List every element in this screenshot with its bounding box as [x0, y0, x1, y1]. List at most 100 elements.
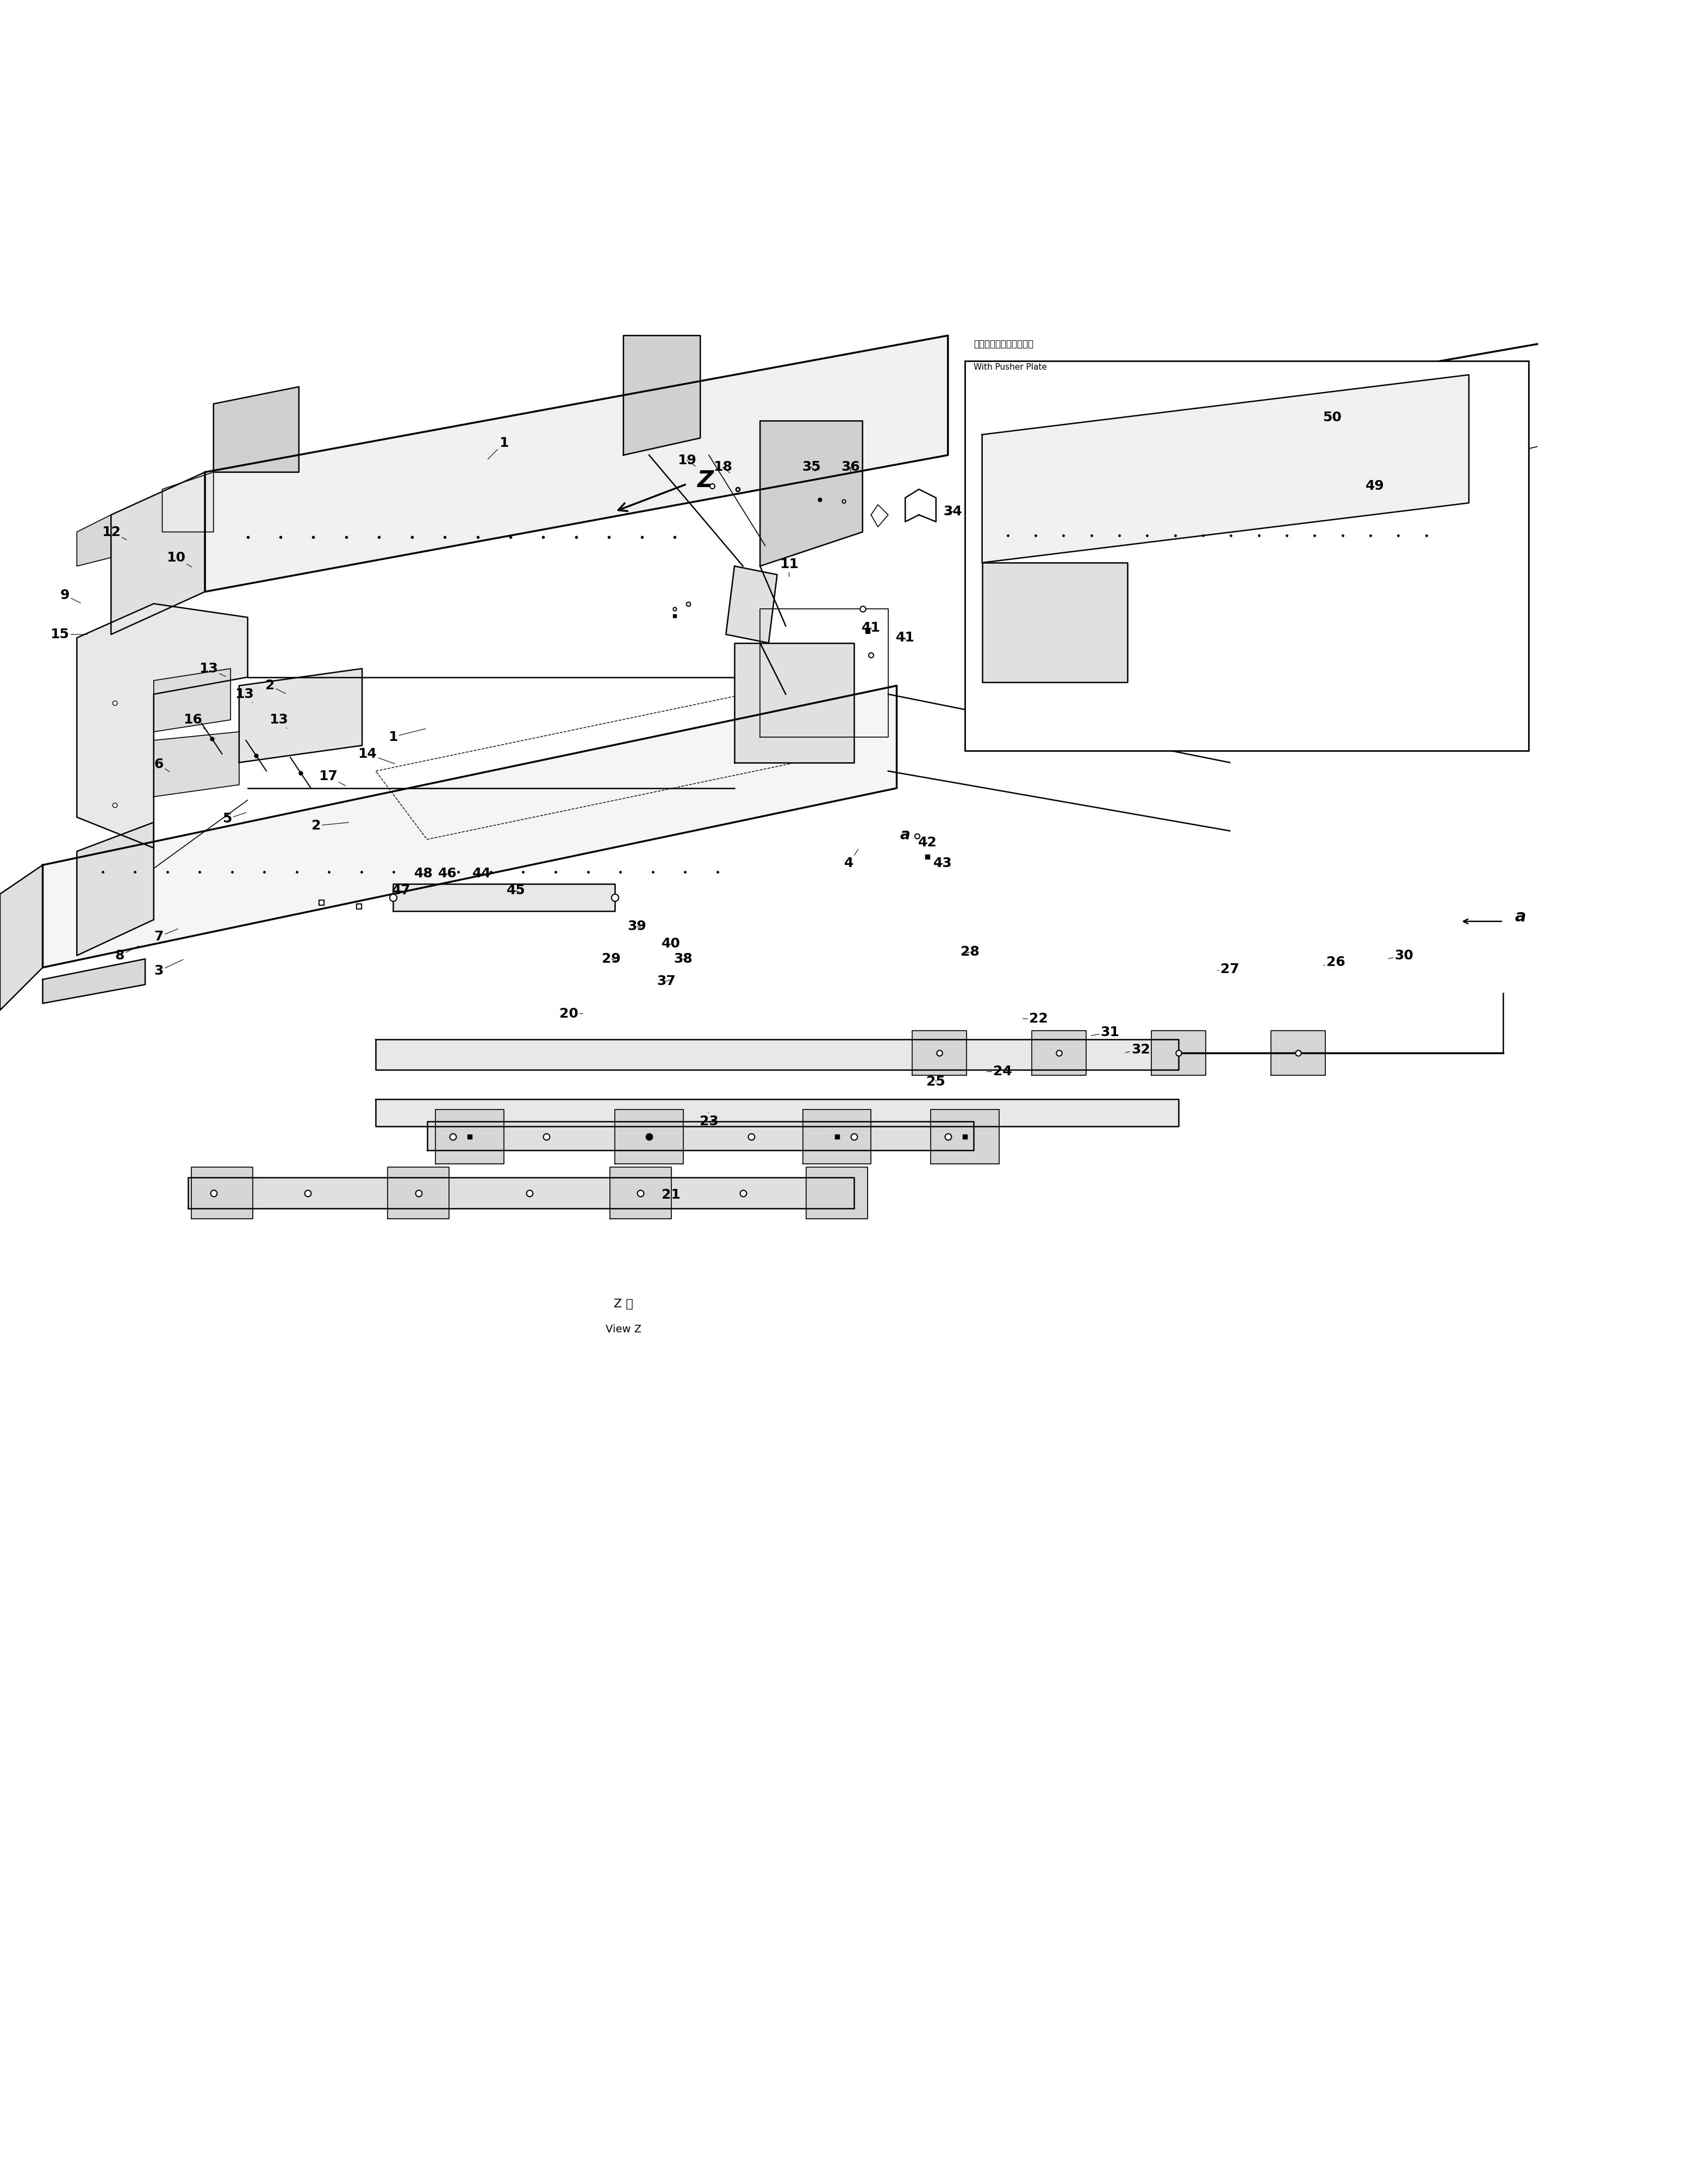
- Text: 30: 30: [1389, 949, 1414, 962]
- Text: 47: 47: [391, 884, 412, 897]
- Text: 4: 4: [844, 850, 859, 869]
- Polygon shape: [726, 565, 777, 643]
- Text: 34: 34: [943, 505, 963, 518]
- Text: 25: 25: [926, 1076, 946, 1089]
- Polygon shape: [239, 669, 362, 764]
- Polygon shape: [931, 1109, 999, 1165]
- Polygon shape: [77, 604, 248, 848]
- Polygon shape: [610, 1167, 671, 1219]
- Text: 13: 13: [198, 662, 225, 677]
- Text: View Z: View Z: [605, 1324, 642, 1335]
- Polygon shape: [188, 1178, 854, 1208]
- Text: 21: 21: [661, 1186, 681, 1201]
- Text: 9: 9: [60, 589, 80, 604]
- Polygon shape: [912, 1031, 967, 1074]
- Polygon shape: [760, 421, 863, 565]
- Text: 33: 33: [1091, 498, 1117, 511]
- Text: 49: 49: [1365, 479, 1385, 492]
- Polygon shape: [806, 1167, 868, 1219]
- Text: 28: 28: [960, 945, 980, 958]
- Text: Z: Z: [697, 470, 714, 492]
- Polygon shape: [214, 386, 299, 472]
- Text: 3: 3: [154, 960, 183, 977]
- Polygon shape: [1151, 1031, 1206, 1074]
- Text: 38: 38: [673, 953, 693, 966]
- Text: 1: 1: [488, 436, 509, 459]
- Text: 19: 19: [676, 453, 697, 466]
- Text: 32: 32: [1126, 1044, 1151, 1057]
- Polygon shape: [43, 960, 145, 1003]
- Text: 13: 13: [268, 714, 289, 729]
- Text: 10: 10: [166, 550, 191, 567]
- Text: 31: 31: [1091, 1027, 1120, 1040]
- Text: 29: 29: [601, 953, 622, 966]
- Polygon shape: [191, 1167, 253, 1219]
- Text: 2: 2: [265, 679, 285, 695]
- Text: 22: 22: [1023, 1012, 1049, 1025]
- Polygon shape: [393, 884, 615, 910]
- Text: 18: 18: [712, 459, 733, 475]
- Text: 8: 8: [114, 947, 138, 962]
- Polygon shape: [436, 1109, 504, 1165]
- Bar: [965, 360, 1529, 751]
- Text: 26: 26: [1324, 956, 1346, 968]
- Text: 7: 7: [154, 930, 178, 943]
- Text: 43: 43: [933, 856, 953, 869]
- Text: 50: 50: [1322, 412, 1342, 425]
- Text: 第7003図参照: 第7003図参照: [1264, 524, 1305, 533]
- Polygon shape: [111, 472, 205, 634]
- Polygon shape: [388, 1167, 449, 1219]
- Polygon shape: [205, 336, 948, 591]
- Text: With Pusher Plate: With Pusher Plate: [974, 362, 1047, 371]
- Text: 44: 44: [471, 867, 492, 880]
- Polygon shape: [427, 1122, 974, 1150]
- Text: 37: 37: [656, 975, 676, 988]
- Text: 13: 13: [234, 688, 254, 703]
- Text: 41: 41: [861, 621, 881, 634]
- Text: 27: 27: [1218, 962, 1240, 975]
- Polygon shape: [0, 865, 43, 1009]
- Text: 48: 48: [413, 867, 434, 880]
- Text: 23: 23: [699, 1113, 719, 1128]
- Text: 35: 35: [801, 459, 822, 475]
- Text: 41: 41: [895, 632, 915, 645]
- Polygon shape: [77, 822, 154, 956]
- Text: 42: 42: [917, 837, 938, 850]
- Polygon shape: [623, 336, 700, 455]
- Polygon shape: [1032, 1031, 1086, 1074]
- Text: プッシャプレート装着時: プッシャプレート装着時: [974, 339, 1033, 349]
- Text: a: a: [900, 828, 910, 843]
- Text: a: a: [1515, 908, 1527, 925]
- Text: 17: 17: [318, 770, 345, 785]
- Text: 46: 46: [437, 867, 458, 880]
- Polygon shape: [162, 472, 214, 533]
- Polygon shape: [154, 731, 239, 796]
- Polygon shape: [376, 1100, 1179, 1126]
- Text: 20: 20: [559, 1007, 582, 1020]
- Polygon shape: [1271, 1031, 1325, 1074]
- Text: See Fig. 7003: See Fig. 7003: [1264, 548, 1320, 557]
- Polygon shape: [376, 1040, 1179, 1070]
- Polygon shape: [734, 643, 854, 764]
- Text: 36: 36: [840, 459, 861, 475]
- Text: 14: 14: [357, 748, 395, 764]
- Polygon shape: [982, 375, 1469, 563]
- Text: 24: 24: [987, 1066, 1013, 1078]
- Polygon shape: [77, 516, 111, 565]
- Text: 16: 16: [183, 714, 207, 731]
- Text: 5: 5: [222, 813, 246, 826]
- Text: Z 矢: Z 矢: [613, 1299, 634, 1309]
- Text: 40: 40: [661, 936, 681, 949]
- Text: 45: 45: [506, 884, 526, 897]
- Polygon shape: [803, 1109, 871, 1165]
- Text: 1: 1: [388, 729, 425, 744]
- Text: 12: 12: [101, 526, 126, 539]
- Polygon shape: [982, 563, 1127, 682]
- Polygon shape: [154, 669, 231, 731]
- Polygon shape: [615, 1109, 683, 1165]
- Polygon shape: [43, 686, 897, 968]
- Text: 15: 15: [50, 628, 87, 641]
- Text: 2: 2: [311, 820, 348, 833]
- Text: 6: 6: [154, 757, 169, 772]
- Text: 39: 39: [627, 921, 647, 934]
